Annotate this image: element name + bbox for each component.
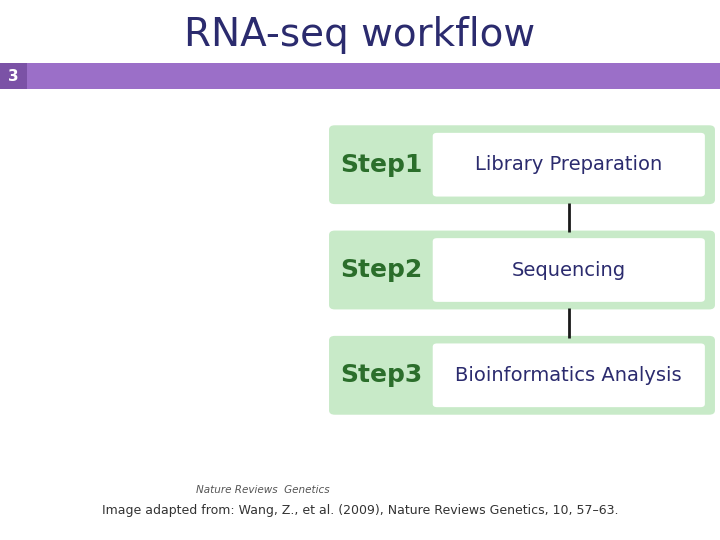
FancyBboxPatch shape [433,238,705,302]
FancyBboxPatch shape [433,133,705,197]
Text: Step3: Step3 [341,363,423,387]
Text: Bioinformatics Analysis: Bioinformatics Analysis [456,366,682,385]
Text: 3: 3 [9,69,19,84]
Text: Image adapted from: Wang, Z., et al. (2009), Nature Reviews Genetics, 10, 57–63.: Image adapted from: Wang, Z., et al. (20… [102,504,618,517]
Text: Step2: Step2 [341,258,423,282]
Text: RNA-seq workflow: RNA-seq workflow [184,16,536,54]
FancyBboxPatch shape [329,231,715,309]
FancyBboxPatch shape [329,125,715,204]
FancyBboxPatch shape [433,343,705,407]
Text: Step1: Step1 [341,153,423,177]
Bar [0,63,27,89]
Text: Nature Reviews  Genetics: Nature Reviews Genetics [196,485,330,495]
Bar [0,63,720,89]
FancyBboxPatch shape [329,336,715,415]
Text: Sequencing: Sequencing [512,260,626,280]
Text: Library Preparation: Library Preparation [475,155,662,174]
